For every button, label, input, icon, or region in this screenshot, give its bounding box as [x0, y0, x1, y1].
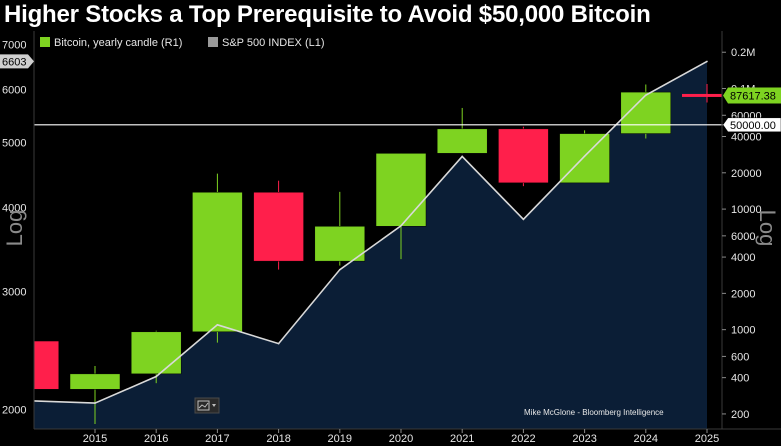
legend-swatch-sp500 [208, 37, 218, 47]
x-tick-label: 2019 [328, 433, 352, 445]
sp500-line-layer [34, 60, 708, 404]
sp500-area-layer [34, 61, 707, 429]
btc-body-2023 [559, 133, 610, 184]
left-tick-label: 7000 [2, 39, 26, 51]
sp500-point-2019 [339, 268, 341, 271]
chevron-down-icon [212, 404, 216, 407]
btc-body-2025 [682, 93, 722, 97]
left-tick-label: 6000 [2, 84, 26, 96]
btc-body-2018 [253, 191, 304, 262]
right-tick-label: 600 [731, 351, 749, 363]
chart-tool-icon [197, 400, 210, 411]
btc-candle-2025 [682, 84, 722, 103]
right-tick-label: 200 [731, 409, 749, 421]
right-tick-label: 1000 [731, 325, 755, 337]
btc-candle-2016 [130, 330, 182, 384]
btc-candle-2014 [34, 321, 60, 391]
left-tick-label: 5000 [2, 137, 26, 149]
x-tick-label: 2022 [511, 433, 535, 445]
right-tick-label: 10000 [731, 204, 762, 216]
trend-line-icon [198, 402, 209, 409]
btc-body-2022 [498, 128, 549, 184]
x-tick-label: 2021 [450, 433, 474, 445]
btc-body-2017 [192, 191, 243, 333]
x-tick-label: 2015 [83, 433, 107, 445]
legend-label-sp500: S&P 500 INDEX (L1) [222, 37, 325, 49]
sp500-point-2023 [583, 155, 586, 157]
x-tick-label: 2025 [695, 433, 719, 445]
btc-body-2015 [69, 373, 121, 390]
x-tick-label: 2018 [266, 433, 290, 445]
btc-candle-2022 [498, 126, 549, 187]
legend-label-bitcoin: Bitcoin, yearly candle (R1) [54, 37, 182, 49]
sp500-point-2021 [461, 155, 464, 158]
btc-candle-2020 [375, 153, 427, 260]
left-tick-label: 4000 [2, 202, 26, 214]
right-tick-label: 40000 [731, 132, 762, 144]
reference-tag-label: 50000.00 [730, 120, 776, 132]
btc-body-2021 [436, 128, 488, 154]
chart-tool-button[interactable] [194, 397, 220, 414]
last-price-tag-label: 87617.38 [730, 90, 776, 102]
x-tick-label: 2020 [389, 433, 413, 445]
x-tick-label: 2023 [572, 433, 596, 445]
left-tick-label: 3000 [2, 286, 26, 298]
btc-candle-2023 [559, 130, 610, 184]
btc-body-2019 [314, 226, 366, 262]
sp500-point-2024 [645, 94, 647, 96]
chart-title: Higher Stocks a Top Prerequisite to Avoi… [4, 1, 651, 28]
sp500-point-2022 [522, 218, 525, 221]
sp500-point-2020 [400, 225, 402, 227]
btc-body-2020 [375, 153, 427, 227]
left-axis-title: Log [2, 210, 27, 247]
left-tick-label: 2000 [2, 404, 26, 416]
sp500-point-2015 [94, 402, 96, 404]
legend-background [35, 32, 341, 52]
legend-swatch-bitcoin [40, 37, 50, 47]
sp500-area [34, 61, 707, 429]
btc-candle-2021 [436, 107, 488, 154]
btc-candle-2018 [253, 180, 304, 270]
right-tick-label: 0.2M [731, 47, 755, 59]
legend: Bitcoin, yearly candle (R1) S&P 500 INDEX… [35, 32, 341, 52]
right-tick-label: 4000 [731, 252, 755, 264]
x-tick-label: 2017 [205, 433, 229, 445]
x-tick-label: 2024 [634, 433, 658, 445]
x-tick-label: 2016 [144, 433, 168, 445]
btc-body-2014 [34, 340, 60, 390]
right-tick-label: 6000 [731, 231, 755, 243]
btc-body-2016 [130, 331, 182, 375]
sp500-point-2016 [155, 375, 157, 378]
sp500-point-2017 [216, 324, 219, 326]
right-tick-label: 400 [731, 373, 749, 385]
reference-tag [722, 117, 781, 133]
right-axis-title: Log [755, 210, 780, 247]
value-tags-layer: 6603 87617.38 50000.00 [0, 54, 781, 133]
btc-candle-2017 [192, 173, 243, 343]
axes-layer: 2000300040005000600070000.2M0.1M60000400… [2, 31, 781, 445]
btc-candle-2019 [314, 191, 366, 266]
right-tick-label: 2000 [731, 288, 755, 300]
bitcoin-candle-layer [34, 84, 722, 425]
chart-credit: Mike McGlone - Bloomberg Intelligence [524, 408, 664, 417]
sp500-point-2018 [277, 342, 280, 345]
last-price-tag [723, 87, 781, 104]
left-value-tag [0, 54, 34, 69]
sp500-point-2025 [706, 60, 708, 63]
left-value-tag-label: 6603 [2, 56, 26, 68]
btc-candle-2015 [69, 365, 121, 425]
right-tick-label: 20000 [731, 168, 762, 180]
